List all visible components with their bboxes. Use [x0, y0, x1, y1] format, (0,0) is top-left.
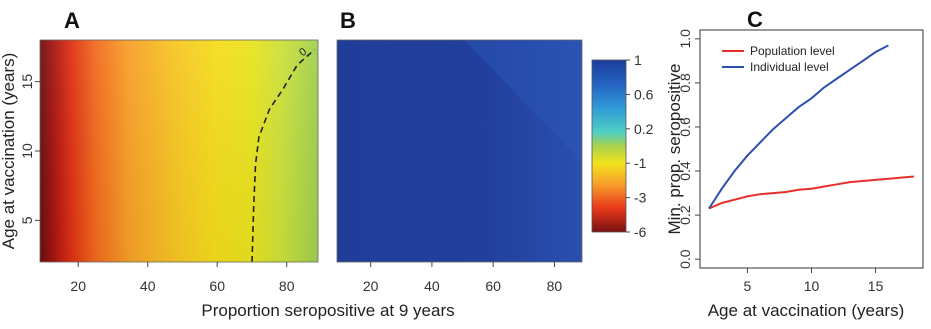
- x-tick-label-a: 60: [209, 278, 225, 294]
- colorbar-tick-label: -1: [634, 155, 647, 171]
- x-axis-label-c: Age at vaccination (years): [708, 301, 905, 320]
- panel-label-c: C: [747, 7, 763, 32]
- colorbar-tick-label: -3: [634, 190, 647, 206]
- x-tick-label-a: 20: [70, 278, 86, 294]
- y-tick-label-c: 0.6: [677, 117, 693, 137]
- x-axis-label-ab: Proportion seropositive at 9 years: [201, 301, 454, 320]
- colorbar-tick-label: 0.2: [634, 121, 654, 137]
- panel-b-frame: [336, 39, 583, 263]
- legend-c: Population level Individual level: [716, 40, 838, 76]
- contour-line-zero: [251, 49, 316, 263]
- x-tick-label-c: 10: [804, 278, 820, 294]
- y-tick-label-a: 15: [19, 74, 35, 90]
- heatmap-b-gradient: [464, 40, 582, 163]
- panel-label-a: A: [64, 8, 80, 33]
- heatmap-a-shade: [40, 40, 318, 262]
- x-tick-label-a: 80: [279, 278, 295, 294]
- y-tick-label-c: 0.4: [677, 161, 693, 181]
- x-tick-label-c: 5: [744, 278, 752, 294]
- y-tick-label-a: 10: [19, 143, 35, 159]
- x-tick-label-b: 40: [424, 278, 440, 294]
- x-tick-label-a: 40: [140, 278, 156, 294]
- x-tick-label-b: 20: [363, 278, 379, 294]
- legend-label: Individual level: [750, 60, 829, 74]
- y-axis-label-a: Age at vaccination (years): [0, 53, 18, 250]
- colorbar-tick-label: 0.6: [634, 86, 654, 102]
- heatmap-b: [337, 40, 582, 262]
- y-tick-label-c: 0.0: [677, 249, 693, 269]
- x-tick-label-b: 80: [547, 278, 563, 294]
- colorbar-tick-label: -6: [634, 224, 647, 240]
- x-tick-label-b: 60: [485, 278, 501, 294]
- colorbar-tick-label: 1: [634, 52, 642, 68]
- x-tick-label-c: 15: [868, 278, 884, 294]
- y-tick-label-c: 1.0: [677, 29, 693, 49]
- contour-label: 0: [297, 46, 309, 59]
- legend-label: Population level: [750, 44, 835, 58]
- y-tick-label-c: 0.8: [677, 73, 693, 93]
- series-line-individual: [708, 44, 889, 210]
- y-tick-label-c: 0.2: [677, 205, 693, 225]
- y-tick-label-a: 5: [19, 216, 35, 224]
- colorbar: [591, 59, 627, 233]
- series-line-population: [708, 175, 915, 210]
- y-axis-label-c: Min. prop. seropositive: [665, 63, 684, 234]
- panel-label-b: B: [340, 8, 356, 33]
- legend-box: [716, 40, 838, 76]
